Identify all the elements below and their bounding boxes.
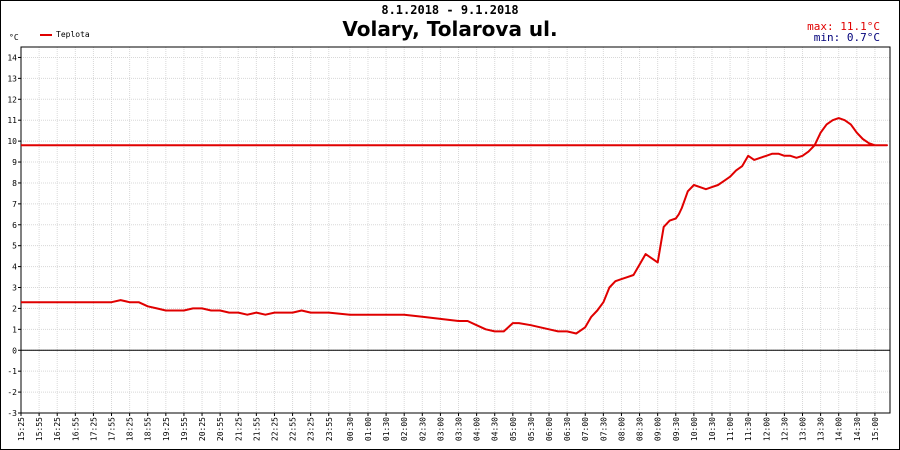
x-axis-ticks: 15:25 15:55 16:25 16:55 17:25 17:55 18:25 18:55… — [17, 413, 880, 441]
y-tick-label: 5 — [12, 242, 17, 251]
x-tick-label: 23:25 — [307, 417, 316, 441]
y-axis-unit: °C — [9, 33, 19, 42]
x-tick-label: 23:55 — [325, 417, 334, 441]
y-tick-label: 7 — [12, 200, 17, 209]
x-tick-label: 22:55 — [289, 417, 298, 441]
grid-layer — [20, 47, 890, 414]
x-tick-label: 09:00 — [654, 417, 663, 441]
y-tick-label: 4 — [12, 263, 17, 272]
x-tick-label: 11:00 — [726, 417, 735, 441]
x-tick-label: 04:00 — [473, 417, 482, 441]
y-tick-label: 0 — [12, 346, 17, 355]
x-tick-label: 18:55 — [144, 417, 153, 441]
y-tick-label: -3 — [7, 409, 17, 418]
x-tick-label: 08:00 — [617, 417, 626, 441]
plot-frame — [20, 46, 891, 414]
y-tick-label: 12 — [7, 95, 17, 104]
x-tick-label: 06:00 — [545, 417, 554, 441]
x-tick-label: 06:30 — [563, 417, 572, 441]
legend-label: Teplota — [56, 30, 90, 39]
min-label: min: — [813, 31, 841, 44]
max-stat: max: 11.1°C — [807, 21, 880, 32]
x-tick-label: 13:30 — [817, 417, 826, 441]
x-tick-label: 08:30 — [636, 417, 645, 441]
x-tick-label: 07:30 — [599, 417, 608, 441]
x-tick-label: 10:30 — [708, 417, 717, 441]
x-tick-label: 18:25 — [126, 417, 135, 441]
x-tick-label: 13:00 — [798, 417, 807, 441]
y-tick-label: -1 — [7, 367, 17, 376]
y-tick-label: 11 — [7, 116, 17, 125]
legend-swatch — [40, 33, 52, 36]
chart-title: Volary, Tolarova ul. — [342, 17, 558, 41]
x-tick-label: 14:30 — [853, 417, 862, 441]
x-tick-label: 11:30 — [744, 417, 753, 441]
x-tick-label: 07:00 — [581, 417, 590, 441]
x-tick-label: 19:25 — [162, 417, 171, 441]
y-tick-label: 13 — [7, 74, 17, 83]
min-stat: min: 0.7°C — [814, 32, 880, 43]
y-tick-label: 6 — [12, 221, 17, 230]
x-tick-label: 17:25 — [89, 417, 98, 441]
x-tick-label: 20:25 — [198, 417, 207, 441]
x-tick-label: 05:00 — [509, 417, 518, 441]
x-tick-label: 16:25 — [53, 417, 62, 441]
date-range: 8.1.2018 - 9.1.2018 — [381, 3, 519, 17]
x-tick-label: 12:00 — [762, 417, 771, 441]
y-tick-label: 2 — [12, 304, 17, 313]
x-tick-label: 03:00 — [436, 417, 445, 441]
y-tick-label: 9 — [12, 158, 17, 167]
x-tick-label: 15:25 — [17, 417, 26, 441]
min-value: 0.7°C — [846, 31, 880, 44]
x-tick-label: 04:30 — [491, 417, 500, 441]
x-tick-label: 21:25 — [234, 417, 243, 441]
y-tick-label: 14 — [7, 53, 17, 62]
x-tick-label: 02:30 — [418, 417, 427, 441]
x-tick-label: 22:25 — [270, 417, 279, 441]
x-tick-label: 14:00 — [835, 417, 844, 441]
x-tick-label: 02:00 — [400, 417, 409, 441]
x-tick-label: 15:55 — [35, 417, 44, 441]
x-tick-label: 05:30 — [527, 417, 536, 441]
x-tick-label: 16:55 — [71, 417, 80, 441]
x-tick-label: 19:55 — [180, 417, 189, 441]
series-line-teplota — [21, 117, 888, 335]
y-tick-label: -2 — [7, 388, 17, 397]
x-tick-label: 03:30 — [455, 417, 464, 441]
max-label: max: — [807, 20, 834, 33]
x-tick-label: 09:30 — [672, 417, 681, 441]
y-tick-label: 3 — [12, 284, 17, 293]
x-tick-label: 10:00 — [690, 417, 699, 441]
y-tick-label: 8 — [12, 179, 17, 188]
x-tick-label: 21:55 — [252, 417, 261, 441]
series-layer — [21, 117, 888, 335]
x-tick-label: 01:00 — [364, 417, 373, 441]
max-value: 11.1°C — [840, 20, 880, 33]
x-tick-label: 17:55 — [108, 417, 117, 441]
legend: Teplota — [40, 30, 90, 39]
x-tick-label: 12:30 — [780, 417, 789, 441]
y-tick-label: 10 — [7, 137, 17, 146]
y-tick-label: 1 — [12, 325, 17, 334]
x-tick-label: 01:30 — [382, 417, 391, 441]
x-tick-label: 00:30 — [346, 417, 355, 441]
x-tick-label: 15:00 — [871, 417, 880, 441]
x-tick-label: 20:55 — [216, 417, 225, 441]
